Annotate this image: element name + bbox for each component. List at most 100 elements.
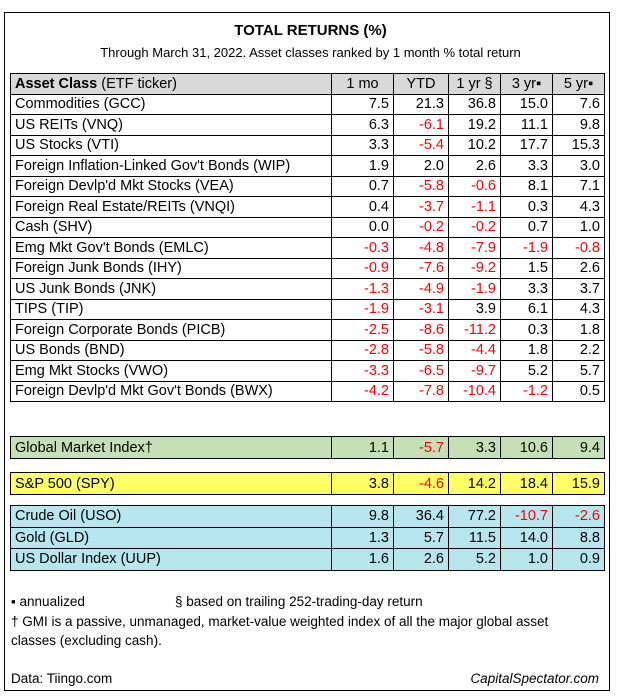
return-5yr: 0.9: [552, 548, 605, 571]
return-1mo: -0.3: [331, 237, 394, 259]
return-3yr: 3.3: [500, 155, 553, 177]
return-1yr: 2.6: [448, 155, 501, 177]
return-3yr: 6.1: [500, 298, 553, 320]
return-ytd: -0.2: [393, 216, 449, 238]
footnote-trailing: § based on trailing 252-trading-day retu…: [175, 594, 423, 609]
table-row: US Bonds (BND) -2.8 -5.8 -4.4 1.8 2.2: [10, 339, 605, 361]
return-5yr: 15.3: [552, 134, 605, 156]
asset-name: Foreign Junk Bonds (IHY): [10, 257, 332, 279]
return-1mo: -4.2: [331, 380, 394, 402]
asset-name: Cash (SHV): [10, 216, 332, 238]
header-row: Asset Class (ETF ticker) 1 mo YTD 1 yr §…: [10, 73, 605, 95]
return-3yr: 5.2: [500, 360, 553, 382]
return-ytd: -5.7: [393, 436, 449, 459]
return-3yr: -1.9: [500, 237, 553, 259]
return-5yr: 3.0: [552, 155, 605, 177]
return-5yr: 4.3: [552, 196, 605, 218]
asset-name: Foreign Corporate Bonds (PICB): [10, 319, 332, 341]
return-ytd: -7.6: [393, 257, 449, 279]
return-1mo: 0.0: [331, 216, 394, 238]
return-ytd: -4.9: [393, 278, 449, 300]
table-row: Emg Mkt Gov't Bonds (EMLC) -0.3 -4.8 -7.9 -1…: [10, 237, 605, 259]
return-5yr: 5.7: [552, 360, 605, 382]
return-1yr: 3.3: [448, 436, 501, 459]
header-ytd: YTD: [393, 73, 449, 95]
return-5yr: 9.4: [552, 436, 605, 459]
return-1yr: 11.5: [448, 526, 501, 549]
return-1yr: 5.2: [448, 548, 501, 571]
return-5yr: 7.6: [552, 93, 605, 115]
return-3yr: 0.3: [500, 196, 553, 218]
return-1mo: 3.8: [331, 472, 394, 495]
return-1yr: -9.7: [448, 360, 501, 382]
gmi-table: Global Market Index† 1.1 -5.7 3.3 10.6 9.4: [10, 436, 605, 459]
table-row: Foreign Real Estate/REITs (VNQI) 0.4 -3.7-…: [10, 196, 605, 218]
return-1mo: 1.1: [331, 436, 394, 459]
asset-name: Global Market Index†: [10, 436, 332, 459]
return-3yr: 10.6: [500, 436, 553, 459]
table-frame: [4, 12, 610, 691]
return-1mo: 0.7: [331, 175, 394, 197]
return-1mo: -1.9: [331, 298, 394, 320]
return-1mo: -2.5: [331, 319, 394, 341]
asset-name: Foreign Devlp'd Mkt Gov't Bonds (BWX): [10, 380, 332, 402]
return-1mo: -2.8: [331, 339, 394, 361]
asset-name: Foreign Real Estate/REITs (VNQI): [10, 196, 332, 218]
asset-name: Crude Oil (USO): [10, 505, 332, 528]
return-1mo: -1.3: [331, 278, 394, 300]
return-ytd: -3.7: [393, 196, 449, 218]
asset-name: US Bonds (BND): [10, 339, 332, 361]
return-5yr: -0.8: [552, 237, 605, 259]
return-ytd: -8.6: [393, 319, 449, 341]
return-1yr: -1.9: [448, 278, 501, 300]
header-1mo: 1 mo: [331, 73, 394, 95]
return-3yr: 3.3: [500, 278, 553, 300]
header-1yr: 1 yr §: [448, 73, 501, 95]
return-5yr: 2.6: [552, 257, 605, 279]
table-row: Foreign Junk Bonds (IHY) -0.9 -7.6 -9.2 1.5 2…: [10, 257, 605, 279]
return-1yr: -4.4: [448, 339, 501, 361]
return-1yr: 10.2: [448, 134, 501, 156]
return-5yr: 8.8: [552, 526, 605, 549]
return-5yr: 3.7: [552, 278, 605, 300]
asset-name: Commodities (GCC): [10, 93, 332, 115]
return-1yr: 19.2: [448, 114, 501, 136]
asset-name: Foreign Devlp'd Mkt Stocks (VEA): [10, 175, 332, 197]
return-1yr: 3.9: [448, 298, 501, 320]
return-1yr: -10.4: [448, 380, 501, 402]
return-ytd: -7.8: [393, 380, 449, 402]
asset-name: US Stocks (VTI): [10, 134, 332, 156]
return-1mo: 1.9: [331, 155, 394, 177]
asset-name: Emg Mkt Gov't Bonds (EMLC): [10, 237, 332, 259]
data-source: Data: Tiingo.com: [11, 671, 113, 686]
asset-name: Emg Mkt Stocks (VWO): [10, 360, 332, 382]
return-3yr: 17.7: [500, 134, 553, 156]
header-5yr: 5 yr▪: [552, 73, 605, 95]
table-row: Crude Oil (USO) 9.8 36.4 77.2 -10.7 -2.6: [10, 505, 605, 528]
return-3yr: 14.0: [500, 526, 553, 549]
header-asset-class: Asset Class (ETF ticker): [10, 73, 332, 95]
return-1yr: -11.2: [448, 319, 501, 341]
return-ytd: 21.3: [393, 93, 449, 115]
return-ytd: -4.6: [393, 472, 449, 495]
return-ytd: 5.7: [393, 526, 449, 549]
asset-name: US Dollar Index (UUP): [10, 548, 332, 571]
header-3yr: 3 yr▪: [500, 73, 553, 95]
asset-name: US REITs (VNQ): [10, 114, 332, 136]
return-3yr: 1.8: [500, 339, 553, 361]
return-5yr: 7.1: [552, 175, 605, 197]
return-1mo: 7.5: [331, 93, 394, 115]
footnote-annualized: ▪ annualized: [11, 594, 85, 609]
return-1yr: -9.2: [448, 257, 501, 279]
return-ytd: -6.5: [393, 360, 449, 382]
return-3yr: 11.1: [500, 114, 553, 136]
return-1mo: 6.3: [331, 114, 394, 136]
return-5yr: -2.6: [552, 505, 605, 528]
return-1mo: 1.6: [331, 548, 394, 571]
table-row: Commodities (GCC) 7.5 21.3 36.8 15.0 7.6: [10, 93, 605, 115]
table-row: TIPS (TIP) -1.9 -3.1 3.9 6.1 4.3: [10, 298, 605, 320]
return-1mo: 9.8: [331, 505, 394, 528]
table-row: US REITs (VNQ) 6.3 -6.1 19.2 11.1 9.8: [10, 114, 605, 136]
table-row: US Stocks (VTI) 3.3 -5.4 10.2 17.7 15.3: [10, 134, 605, 156]
asset-name: S&P 500 (SPY): [10, 472, 332, 495]
